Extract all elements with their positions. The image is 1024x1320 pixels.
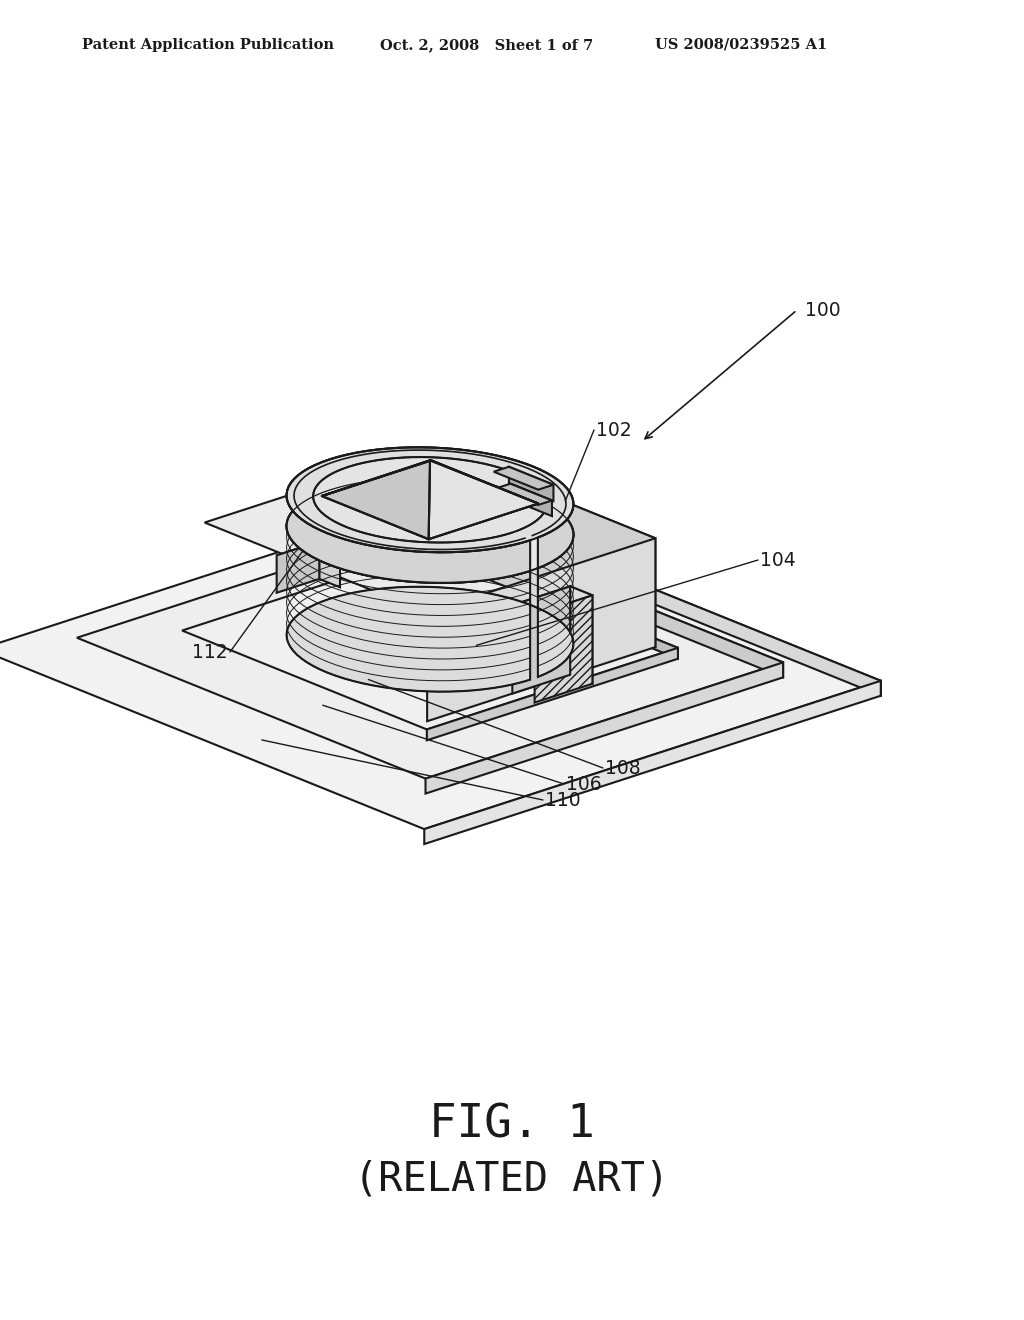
Text: (RELATED ART): (RELATED ART) bbox=[354, 1160, 670, 1200]
Text: US 2008/0239525 A1: US 2008/0239525 A1 bbox=[655, 38, 827, 51]
Polygon shape bbox=[512, 586, 593, 614]
Polygon shape bbox=[434, 521, 783, 677]
Polygon shape bbox=[276, 541, 319, 593]
Polygon shape bbox=[287, 447, 573, 583]
Polygon shape bbox=[294, 450, 566, 549]
Polygon shape bbox=[430, 461, 539, 503]
Text: 108: 108 bbox=[605, 759, 641, 777]
Polygon shape bbox=[287, 478, 573, 583]
Polygon shape bbox=[509, 467, 553, 502]
Polygon shape bbox=[205, 449, 655, 612]
Polygon shape bbox=[287, 447, 573, 552]
Text: FIG. 1: FIG. 1 bbox=[429, 1102, 595, 1147]
Polygon shape bbox=[0, 502, 881, 829]
Polygon shape bbox=[494, 467, 553, 490]
Polygon shape bbox=[313, 457, 547, 543]
Polygon shape bbox=[426, 663, 783, 793]
Text: 110: 110 bbox=[545, 791, 581, 809]
Polygon shape bbox=[276, 541, 340, 564]
Text: 100: 100 bbox=[805, 301, 841, 319]
Polygon shape bbox=[319, 541, 340, 587]
Polygon shape bbox=[322, 461, 431, 496]
Polygon shape bbox=[385, 483, 475, 516]
Text: Patent Application Publication: Patent Application Publication bbox=[82, 38, 334, 51]
Polygon shape bbox=[182, 549, 678, 730]
Text: 106: 106 bbox=[566, 775, 602, 793]
Text: Oct. 2, 2008   Sheet 1 of 7: Oct. 2, 2008 Sheet 1 of 7 bbox=[380, 38, 593, 51]
Polygon shape bbox=[322, 461, 539, 539]
Polygon shape bbox=[436, 502, 881, 696]
Polygon shape bbox=[427, 539, 655, 721]
Polygon shape bbox=[77, 521, 783, 779]
Polygon shape bbox=[433, 449, 655, 647]
Polygon shape bbox=[287, 478, 573, 692]
Text: 112: 112 bbox=[193, 643, 228, 661]
Polygon shape bbox=[429, 461, 539, 539]
Text: 104: 104 bbox=[760, 550, 796, 569]
Polygon shape bbox=[535, 595, 593, 702]
Polygon shape bbox=[355, 473, 505, 527]
Polygon shape bbox=[570, 586, 593, 684]
Polygon shape bbox=[512, 586, 570, 693]
Polygon shape bbox=[424, 681, 881, 843]
Polygon shape bbox=[433, 549, 678, 659]
Polygon shape bbox=[427, 648, 678, 741]
Polygon shape bbox=[322, 461, 430, 539]
Polygon shape bbox=[510, 483, 552, 516]
Polygon shape bbox=[497, 483, 552, 506]
Text: 102: 102 bbox=[596, 421, 632, 440]
